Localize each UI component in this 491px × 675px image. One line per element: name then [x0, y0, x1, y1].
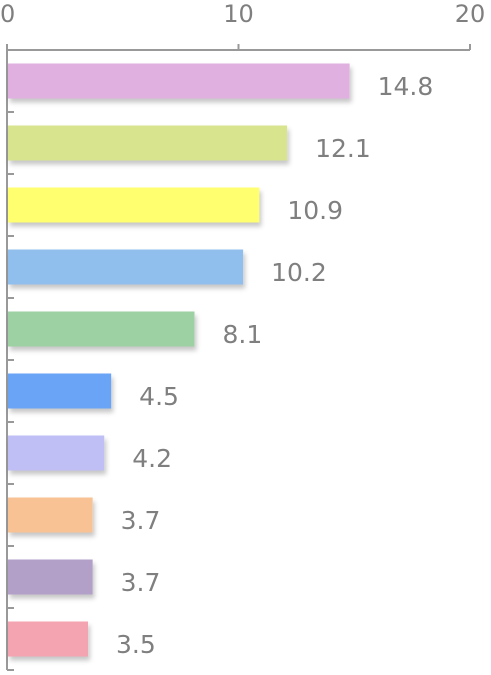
bar-4 [8, 249, 244, 285]
bar-2 [8, 125, 288, 161]
bar-1 [8, 63, 350, 99]
bar-5 [8, 311, 195, 347]
bar-6 [8, 373, 112, 409]
labels-layer: 14.8 12.1 10.9 10.2 8.1 4.5 4.2 3.7 3.7 3.5 [116, 72, 433, 659]
x-tick-label: 10 [223, 0, 254, 28]
bar-3 [8, 187, 260, 223]
x-tick-label: 0 [0, 0, 15, 28]
x-tick-label: 20 [455, 0, 486, 28]
data-label-1: 14.8 [378, 72, 434, 101]
data-label-3: 10.9 [287, 196, 343, 225]
bar-7 [8, 435, 105, 471]
data-label-7: 4.2 [132, 444, 172, 473]
bar-9 [8, 559, 93, 595]
data-label-2: 12.1 [315, 134, 371, 163]
bar-8 [8, 497, 93, 533]
data-label-10: 3.5 [116, 630, 156, 659]
data-label-6: 4.5 [139, 382, 179, 411]
data-label-5: 8.1 [223, 320, 263, 349]
data-label-9: 3.7 [121, 568, 161, 597]
bars-layer [8, 63, 350, 657]
bar-10 [8, 621, 89, 657]
data-label-4: 10.2 [271, 258, 327, 287]
data-label-8: 3.7 [121, 506, 161, 535]
